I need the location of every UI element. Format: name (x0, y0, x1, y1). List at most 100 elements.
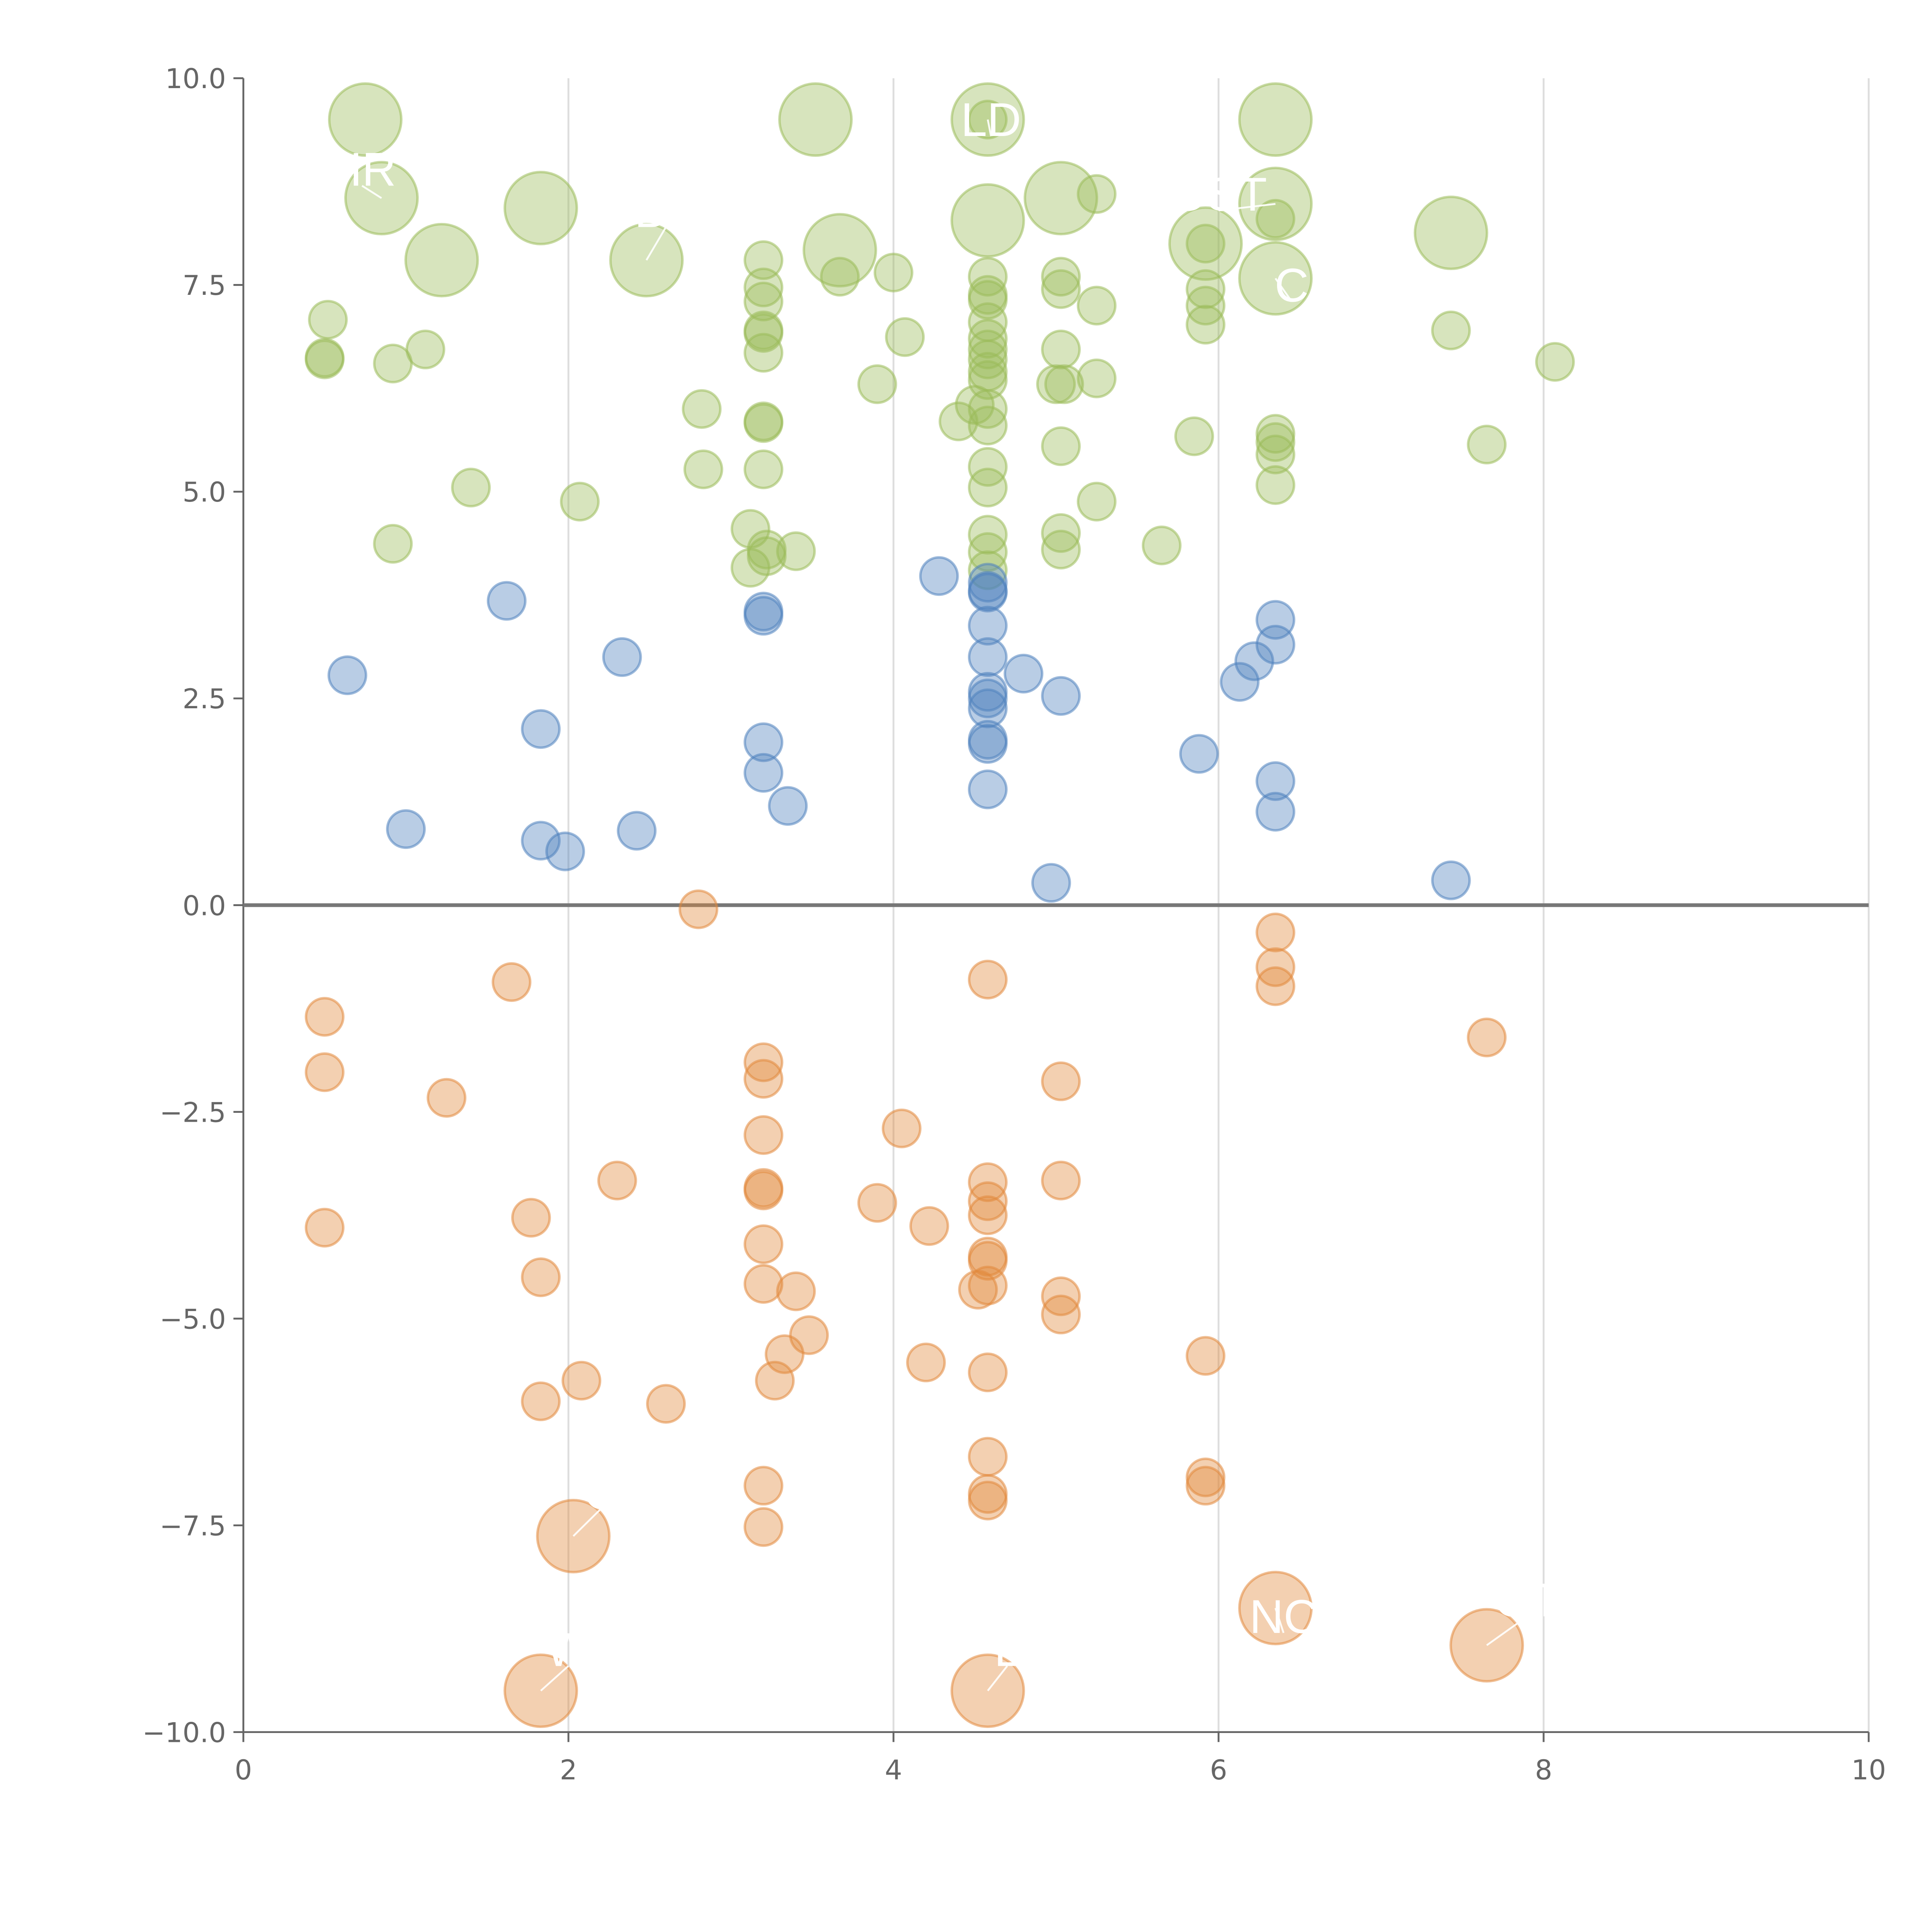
annotation-label: OT (1495, 1573, 1560, 1626)
green-bubble (1044, 364, 1084, 404)
orange-bubble (743, 1042, 784, 1082)
green-bubble (1255, 422, 1296, 462)
orange-bubble (743, 1115, 784, 1155)
orange-bubble (909, 1206, 949, 1246)
orange-bubble (521, 1257, 561, 1298)
blue-bubble (386, 809, 426, 849)
orange-bubble (304, 1208, 345, 1248)
y-tick-label: 0.0 (182, 889, 226, 922)
orange-bubble (1467, 1017, 1507, 1058)
green-bubble (1168, 206, 1243, 281)
green-bubble (968, 329, 1008, 369)
orange-bubble (968, 1352, 1008, 1393)
blue-bubble (1003, 653, 1044, 694)
green-bubble (968, 360, 1008, 400)
green-bubble (1255, 434, 1296, 474)
blue-bubble (968, 688, 1008, 728)
green-bubble (1141, 526, 1182, 566)
green-bubble (743, 449, 784, 490)
orange-bubble (881, 1108, 922, 1148)
annotation-leader (1486, 1616, 1528, 1646)
blue-bubble (1234, 641, 1274, 681)
annotation-leader (540, 1665, 569, 1692)
green-bubble (1077, 358, 1117, 398)
annotation-leader (645, 226, 667, 261)
annotation-leader (1274, 1607, 1285, 1633)
orange-bubble (1185, 1336, 1226, 1376)
blue-bubble (521, 709, 561, 749)
blue-bubble (968, 769, 1008, 810)
green-bubble (405, 329, 446, 369)
green-bubble (857, 364, 897, 404)
green-bubble (1413, 196, 1488, 270)
blue-bubble (486, 581, 527, 621)
green-bubble (1255, 199, 1296, 239)
blue-bubble (1255, 761, 1296, 801)
green-bubble (743, 240, 784, 280)
orange-bubble (755, 1361, 795, 1401)
green-bubble (1041, 513, 1081, 553)
x-tick-label: 10 (1851, 1754, 1886, 1786)
green-bubble (560, 481, 600, 522)
annotation-label: BA (634, 184, 697, 237)
green-bubble (968, 515, 1008, 555)
blue-bubble (968, 637, 1008, 677)
green-bubble (1185, 269, 1226, 309)
blue-bubble (1255, 624, 1296, 665)
annotation-label: NC (1250, 1590, 1318, 1643)
green-bubble (1467, 425, 1507, 464)
y-tick-label: −2.5 (160, 1096, 226, 1128)
orange-bubble (1185, 1466, 1226, 1506)
green-bubble (743, 281, 784, 321)
orange-bubble (857, 1183, 897, 1223)
green-bubble (968, 280, 1008, 320)
green-bubble (776, 531, 816, 571)
blue-bubble (968, 679, 1008, 718)
green-bubble (968, 550, 1008, 590)
orange-bubble (789, 1315, 829, 1355)
green-bubble (747, 536, 787, 576)
x-tick-label: 2 (560, 1754, 577, 1786)
green-bubble (778, 82, 853, 157)
orange-bubble (646, 1384, 686, 1424)
y-tick-label: 7.5 (182, 269, 226, 301)
orange-bubble (679, 889, 718, 929)
annotation-leader (1218, 203, 1276, 212)
annotation-leader (573, 1508, 602, 1537)
orange-bubble (968, 959, 1008, 1000)
annotation-label: C (584, 1466, 618, 1519)
blue-bubble (1255, 792, 1296, 832)
blue-bubble (1031, 863, 1071, 903)
green-bubble (939, 401, 979, 441)
orange-bubble (1041, 1160, 1081, 1201)
orange-bubble (968, 1195, 1008, 1235)
green-bubble (682, 389, 722, 429)
orange-bubble (1041, 1294, 1081, 1335)
green-bubble (968, 405, 1008, 446)
blue-bubble (327, 655, 367, 696)
blue-bubble (1179, 734, 1219, 774)
blue-bubble (521, 821, 561, 861)
blue-bubble (743, 722, 784, 762)
orange-bubble (968, 1437, 1008, 1477)
blue-bubble (743, 596, 784, 636)
green-bubble (1077, 481, 1117, 522)
green-bubble (1041, 529, 1081, 570)
green-bubble (950, 183, 1025, 258)
green-bubble (1255, 465, 1296, 505)
annotation-leader (361, 185, 382, 199)
y-tick-label: −5.0 (160, 1303, 226, 1335)
y-tick-label: 5.0 (182, 476, 226, 508)
orange-bubble (511, 1198, 551, 1238)
blue-bubble (743, 753, 784, 793)
green-bubble (1431, 310, 1471, 350)
y-tick-label: −10.0 (142, 1716, 226, 1748)
orange-bubble (1185, 1458, 1226, 1497)
green-bubble (1077, 286, 1117, 326)
green-bubble (820, 257, 860, 297)
green-bubble (1185, 304, 1226, 345)
green-bubble (1238, 82, 1313, 157)
